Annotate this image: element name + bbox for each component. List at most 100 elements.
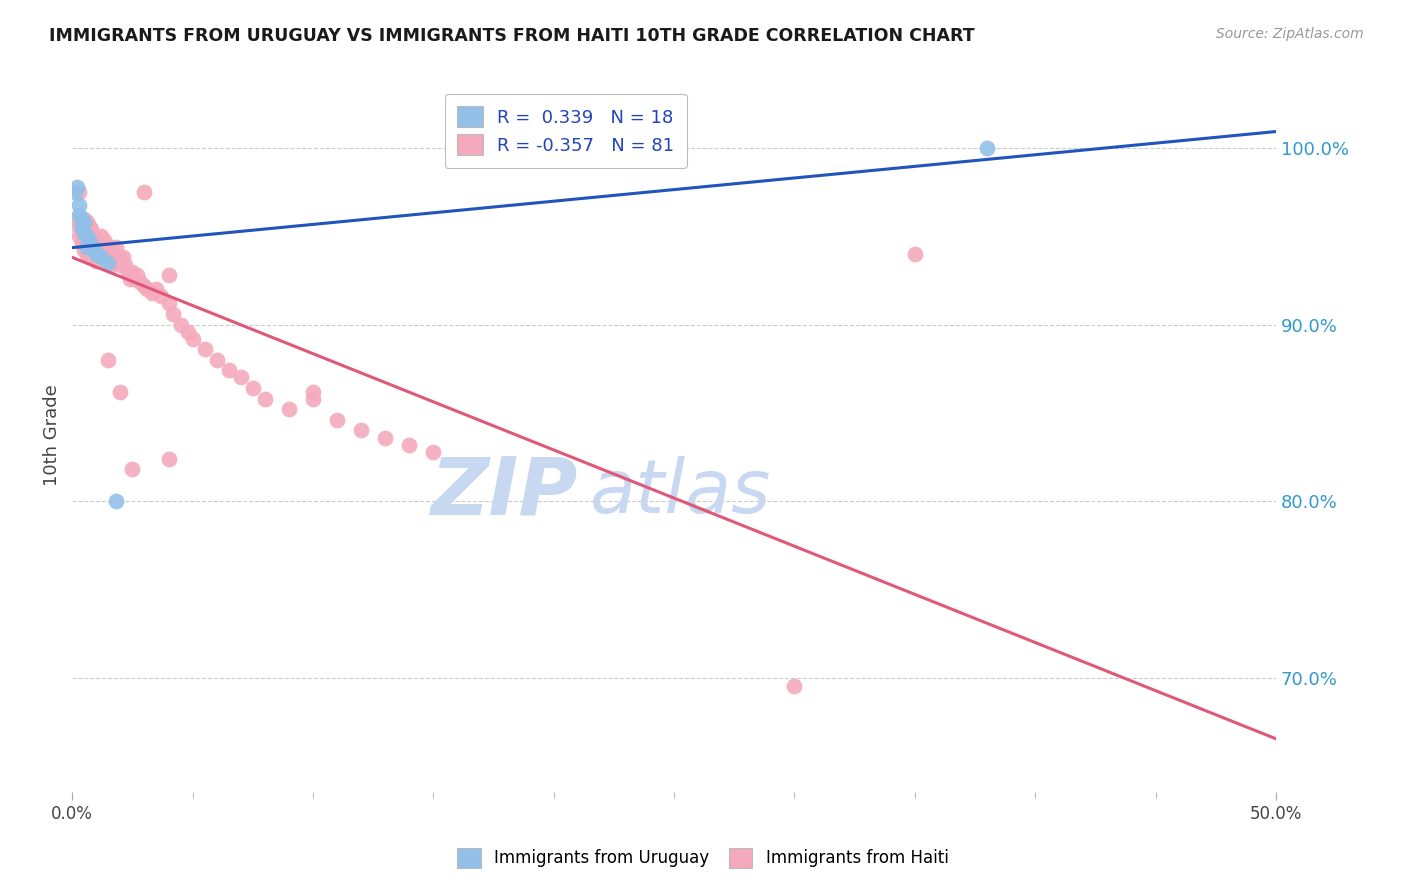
Point <box>100 240 122 254</box>
Point <box>69 220 91 235</box>
Legend: R =  0.339   N = 18, R = -0.357   N = 81: R = 0.339 N = 18, R = -0.357 N = 81 <box>444 94 686 168</box>
Point <box>253 392 276 406</box>
Point <box>181 332 204 346</box>
Point <box>134 185 156 199</box>
Point <box>69 229 91 244</box>
Text: IMMIGRANTS FROM URUGUAY VS IMMIGRANTS FROM HAITI 10TH GRADE CORRELATION CHART: IMMIGRANTS FROM URUGUAY VS IMMIGRANTS FR… <box>49 27 974 45</box>
Point <box>110 384 132 399</box>
Point <box>83 240 105 254</box>
Point <box>77 229 100 244</box>
Point <box>157 451 180 466</box>
Point <box>80 238 103 252</box>
Point <box>150 289 173 303</box>
Point <box>73 224 96 238</box>
Point <box>76 215 98 229</box>
Point <box>87 236 110 251</box>
Point <box>84 254 107 268</box>
Point <box>76 240 98 254</box>
Point <box>218 363 240 377</box>
Point <box>73 233 96 247</box>
Point <box>277 402 299 417</box>
Point <box>73 244 96 258</box>
Point <box>73 215 96 229</box>
Point <box>194 343 217 357</box>
Point <box>70 236 93 251</box>
Point <box>145 282 167 296</box>
Legend: Immigrants from Uruguay, Immigrants from Haiti: Immigrants from Uruguay, Immigrants from… <box>446 837 960 880</box>
Point <box>80 233 103 247</box>
Point <box>70 220 93 235</box>
Point <box>69 208 91 222</box>
Point <box>302 392 325 406</box>
Point <box>73 211 96 226</box>
Point <box>162 307 184 321</box>
Point <box>127 268 149 282</box>
Point <box>77 240 100 254</box>
Point <box>83 244 105 258</box>
Point <box>302 384 325 399</box>
Point <box>976 141 998 155</box>
Point <box>124 271 146 285</box>
Point <box>84 233 107 247</box>
Text: Source: ZipAtlas.com: Source: ZipAtlas.com <box>1216 27 1364 41</box>
Point <box>422 444 444 458</box>
Point <box>76 236 98 251</box>
Point <box>110 258 132 272</box>
Point <box>70 215 93 229</box>
Point <box>177 325 200 339</box>
Point <box>80 222 103 236</box>
Point <box>157 268 180 282</box>
Point <box>69 197 91 211</box>
Point <box>205 352 228 367</box>
Point <box>83 229 105 244</box>
Point <box>97 352 120 367</box>
Point <box>77 219 100 233</box>
Point <box>77 233 100 247</box>
Text: atlas: atlas <box>591 456 772 528</box>
Point <box>80 244 103 258</box>
Point <box>63 185 86 199</box>
Text: ZIP: ZIP <box>430 453 578 531</box>
Point <box>90 251 112 265</box>
Point <box>350 424 373 438</box>
Point <box>93 251 115 265</box>
Point <box>76 226 98 240</box>
Point <box>100 258 122 272</box>
Point <box>135 282 157 296</box>
Point <box>117 264 139 278</box>
Point <box>121 462 143 476</box>
Point <box>157 296 180 310</box>
Point <box>69 185 91 199</box>
Point <box>121 264 143 278</box>
Point <box>70 211 93 226</box>
Point <box>97 256 120 270</box>
Point <box>783 679 806 693</box>
Point <box>141 285 163 300</box>
Point <box>77 251 100 265</box>
Point <box>374 430 396 444</box>
Point <box>70 226 93 240</box>
Point <box>104 240 127 254</box>
Y-axis label: 10th Grade: 10th Grade <box>44 384 60 486</box>
Point <box>229 370 252 384</box>
Point <box>76 229 98 244</box>
Point <box>73 226 96 240</box>
Point <box>107 251 129 265</box>
Point <box>84 247 107 261</box>
Point <box>93 233 115 247</box>
Point <box>128 275 150 289</box>
Point <box>90 229 112 244</box>
Point <box>66 179 89 194</box>
Point <box>84 244 107 258</box>
Point <box>326 413 349 427</box>
Point <box>169 318 191 332</box>
Point <box>114 258 136 272</box>
Point <box>101 247 124 261</box>
Point <box>242 381 264 395</box>
Point <box>134 278 156 293</box>
Point <box>94 240 117 254</box>
Point <box>90 240 112 254</box>
Point <box>398 437 420 451</box>
Point <box>76 247 98 261</box>
Point <box>904 247 927 261</box>
